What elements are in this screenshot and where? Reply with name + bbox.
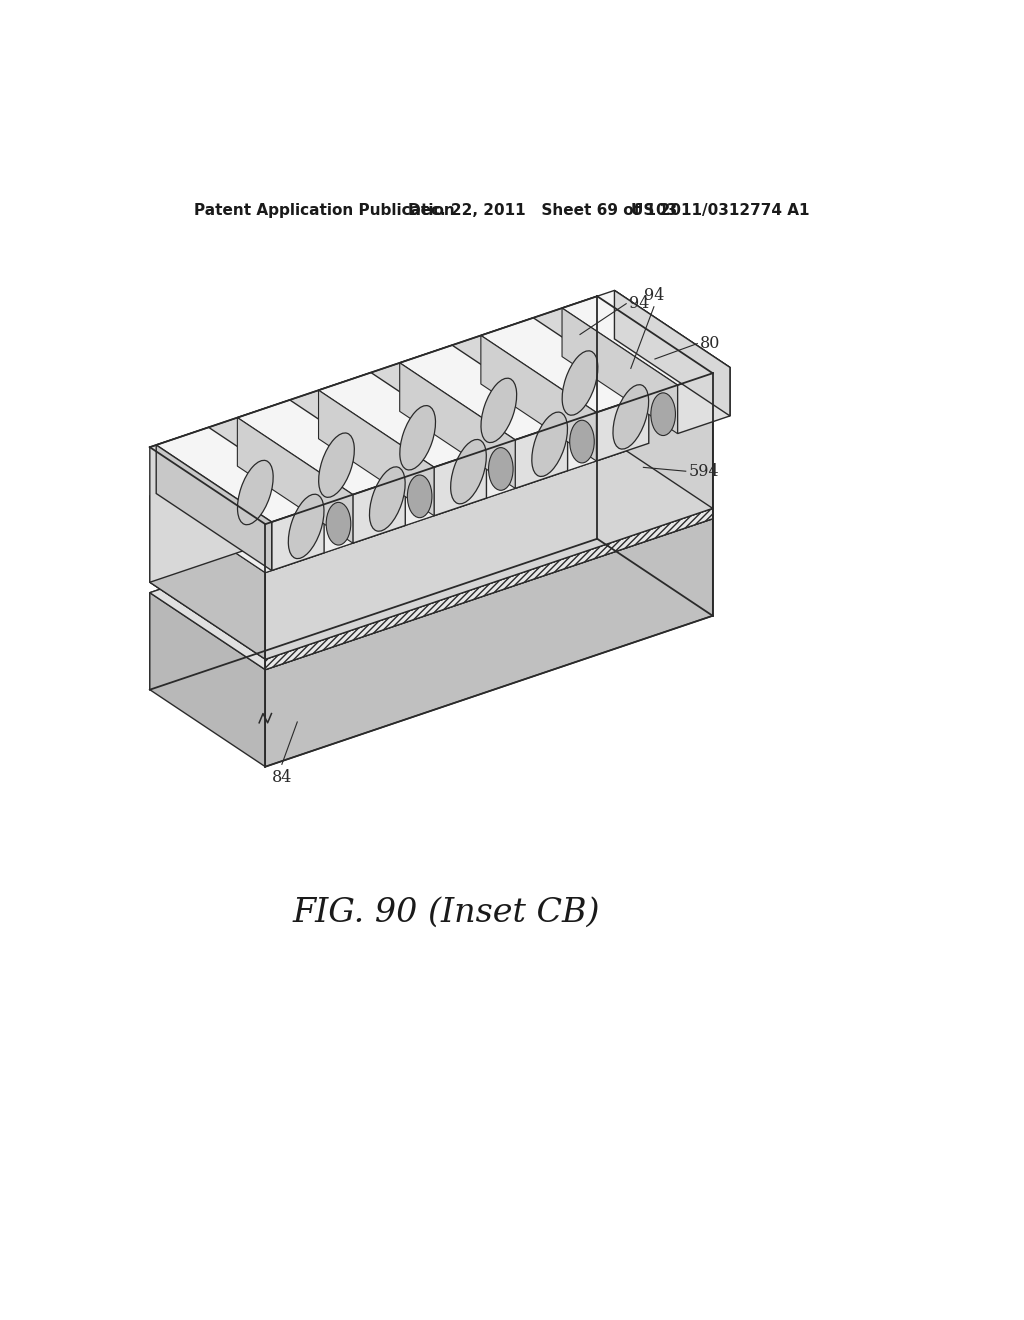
Polygon shape: [150, 345, 713, 573]
Polygon shape: [434, 450, 486, 516]
Polygon shape: [157, 428, 325, 521]
Polygon shape: [481, 335, 596, 461]
Text: 594: 594: [689, 463, 720, 479]
Ellipse shape: [238, 461, 273, 525]
Polygon shape: [238, 400, 406, 495]
Polygon shape: [515, 422, 567, 488]
Polygon shape: [150, 432, 713, 659]
Ellipse shape: [408, 475, 432, 517]
Ellipse shape: [327, 503, 351, 545]
Polygon shape: [150, 442, 713, 669]
Polygon shape: [481, 318, 649, 412]
Text: Patent Application Publication: Patent Application Publication: [194, 203, 455, 218]
Polygon shape: [678, 367, 730, 433]
Ellipse shape: [451, 440, 486, 504]
Polygon shape: [150, 442, 597, 689]
Ellipse shape: [651, 393, 676, 436]
Text: 84: 84: [271, 770, 292, 785]
Polygon shape: [318, 391, 434, 516]
Polygon shape: [399, 345, 567, 440]
Ellipse shape: [613, 384, 648, 449]
Ellipse shape: [481, 379, 517, 442]
Text: 80: 80: [700, 335, 721, 352]
Ellipse shape: [488, 447, 513, 490]
Polygon shape: [265, 519, 713, 767]
Polygon shape: [353, 477, 406, 543]
Polygon shape: [157, 445, 271, 570]
Text: Dec. 22, 2011   Sheet 69 of 103: Dec. 22, 2011 Sheet 69 of 103: [408, 203, 677, 218]
Polygon shape: [597, 345, 713, 508]
Text: 94: 94: [644, 286, 665, 304]
Ellipse shape: [562, 351, 598, 416]
Ellipse shape: [399, 405, 435, 470]
Polygon shape: [271, 504, 325, 570]
Polygon shape: [238, 417, 353, 543]
Text: FIG. 90 (Inset CB): FIG. 90 (Inset CB): [293, 898, 600, 929]
Polygon shape: [562, 308, 678, 433]
Polygon shape: [614, 290, 730, 416]
Polygon shape: [597, 442, 713, 615]
Polygon shape: [265, 422, 713, 659]
Ellipse shape: [289, 494, 324, 558]
Polygon shape: [150, 593, 265, 767]
Ellipse shape: [318, 433, 354, 498]
Polygon shape: [265, 508, 713, 669]
Ellipse shape: [370, 467, 406, 531]
Ellipse shape: [569, 420, 594, 463]
Text: US 2011/0312774 A1: US 2011/0312774 A1: [631, 203, 810, 218]
Polygon shape: [614, 290, 730, 416]
Text: 94: 94: [630, 296, 649, 313]
Ellipse shape: [531, 412, 567, 477]
Polygon shape: [597, 432, 713, 519]
Polygon shape: [399, 363, 515, 488]
Polygon shape: [596, 395, 649, 461]
Polygon shape: [150, 296, 597, 582]
Polygon shape: [562, 290, 730, 385]
Polygon shape: [318, 372, 486, 467]
Polygon shape: [150, 496, 265, 659]
Polygon shape: [150, 432, 713, 659]
